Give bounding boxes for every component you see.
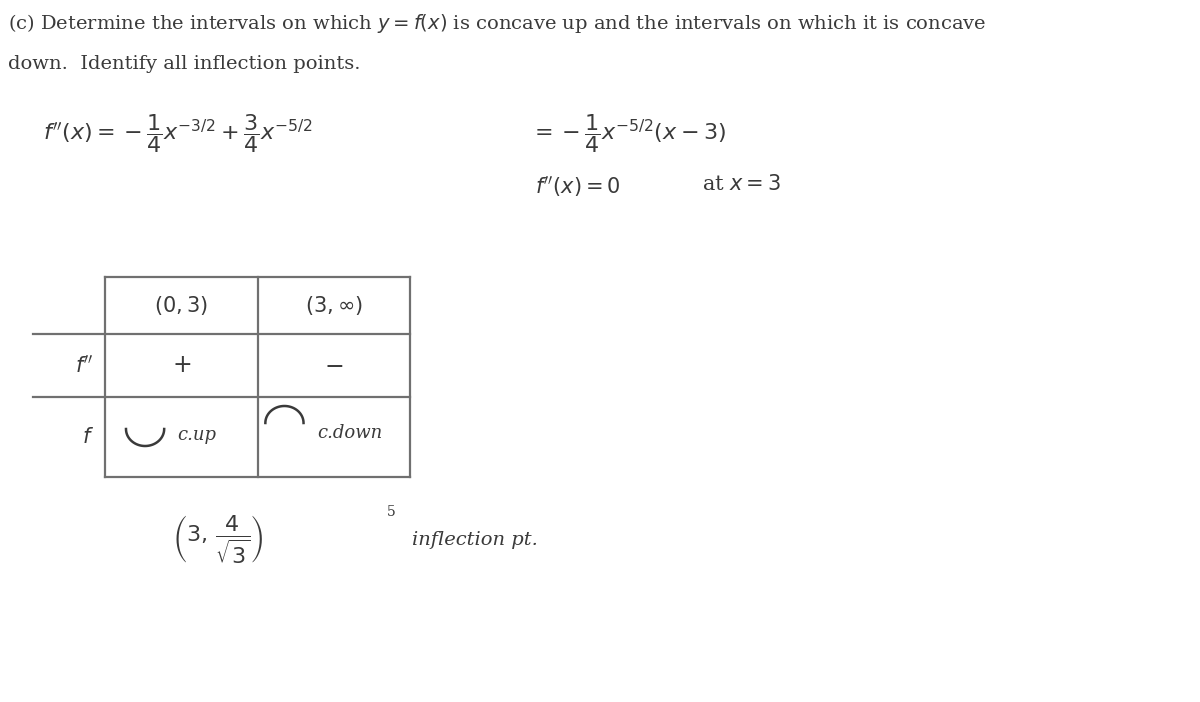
Text: at $x = 3$: at $x = 3$: [702, 174, 781, 194]
Text: $f$: $f$: [82, 427, 94, 447]
Text: $f^{\prime\prime}$: $f^{\prime\prime}$: [74, 355, 94, 376]
Text: $+$: $+$: [172, 354, 191, 377]
Text: (c) Determine the intervals on which $y = f(x)$ is concave up and the intervals : (c) Determine the intervals on which $y …: [7, 12, 986, 35]
Text: c.down: c.down: [317, 424, 382, 442]
Text: $(0,3)$: $(0,3)$: [155, 294, 209, 317]
Text: $f^{\prime\prime}(x) = -\dfrac{1}{4}x^{-3/2} + \dfrac{3}{4}x^{-5/2}$: $f^{\prime\prime}(x) = -\dfrac{1}{4}x^{-…: [43, 112, 312, 155]
Text: $f^{\prime\prime}(x)=0$: $f^{\prime\prime}(x)=0$: [534, 174, 620, 199]
Text: $\left(3,\,\dfrac{4}{\sqrt{3}}\right)$: $\left(3,\,\dfrac{4}{\sqrt{3}}\right)$: [172, 514, 264, 566]
Text: $= -\dfrac{1}{4}x^{-5/2}(x-3)$: $= -\dfrac{1}{4}x^{-5/2}(x-3)$: [529, 112, 726, 155]
Text: $(3, \infty)$: $(3, \infty)$: [305, 294, 364, 317]
Text: inflection pt.: inflection pt.: [413, 531, 539, 549]
Text: c.up: c.up: [178, 426, 216, 444]
Text: $-$: $-$: [324, 354, 343, 377]
Text: down.  Identify all inflection points.: down. Identify all inflection points.: [7, 55, 360, 73]
Text: 5: 5: [386, 505, 395, 519]
